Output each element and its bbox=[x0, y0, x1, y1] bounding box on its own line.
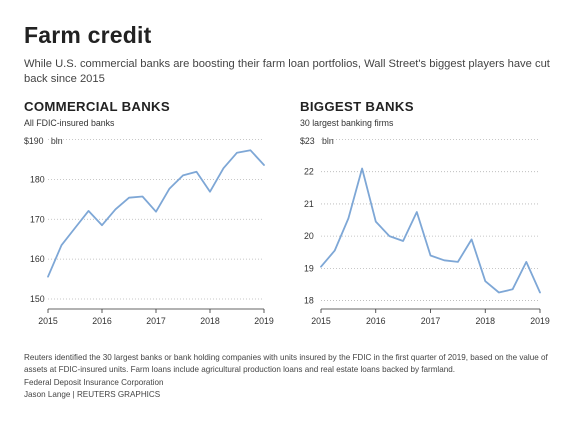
y-tick-label-biggest: 21 bbox=[304, 199, 314, 209]
x-tick-label-commercial: 2017 bbox=[146, 316, 166, 326]
footer-source: Federal Deposit Insurance Corporation bbox=[24, 377, 164, 387]
footer-note: Reuters identified the 30 largest banks … bbox=[24, 353, 548, 375]
chart-title-biggest: BIGGEST BANKS bbox=[300, 99, 414, 114]
x-tick-label-commercial: 2019 bbox=[254, 316, 274, 326]
y-tick-label-biggest: 19 bbox=[304, 263, 314, 273]
x-tick-label-biggest: 2016 bbox=[366, 316, 386, 326]
x-tick-label-biggest: 2018 bbox=[475, 316, 495, 326]
unit-label-commercial: $190 bln bbox=[24, 136, 63, 146]
x-tick-label-biggest: 2019 bbox=[530, 316, 550, 326]
x-tick-label-biggest: 2015 bbox=[311, 316, 331, 326]
chart-title-commercial: COMMERCIAL BANKS bbox=[24, 99, 170, 114]
series-line-biggest bbox=[320, 167, 541, 294]
y-tick-label-commercial: 160 bbox=[30, 254, 45, 264]
x-tick-label-commercial: 2018 bbox=[200, 316, 220, 326]
y-tick-label-biggest: 20 bbox=[304, 231, 314, 241]
page-subtitle: While U.S. commercial banks are boosting… bbox=[24, 58, 550, 85]
x-tick-label-commercial: 2015 bbox=[38, 316, 58, 326]
chart-subtitle-commercial: All FDIC-insured banks bbox=[24, 118, 115, 128]
series-line-commercial bbox=[47, 149, 265, 278]
x-tick-label-commercial: 2016 bbox=[92, 316, 112, 326]
x-tick-label-biggest: 2017 bbox=[421, 316, 441, 326]
unit-label-biggest: $23 bln bbox=[300, 136, 334, 146]
chart-subtitle-biggest: 30 largest banking firms bbox=[300, 118, 394, 128]
footer: Reuters identified the 30 largest banks … bbox=[24, 352, 559, 402]
footer-credit: Jason Lange | REUTERS GRAPHICS bbox=[24, 390, 161, 400]
y-tick-label-biggest: 22 bbox=[304, 167, 314, 177]
y-tick-label-biggest: 18 bbox=[304, 296, 314, 306]
y-tick-label-commercial: 150 bbox=[30, 294, 45, 304]
y-tick-label-commercial: 170 bbox=[30, 214, 45, 224]
y-tick-label-commercial: 180 bbox=[30, 174, 45, 184]
page-title: Farm credit bbox=[24, 22, 152, 48]
